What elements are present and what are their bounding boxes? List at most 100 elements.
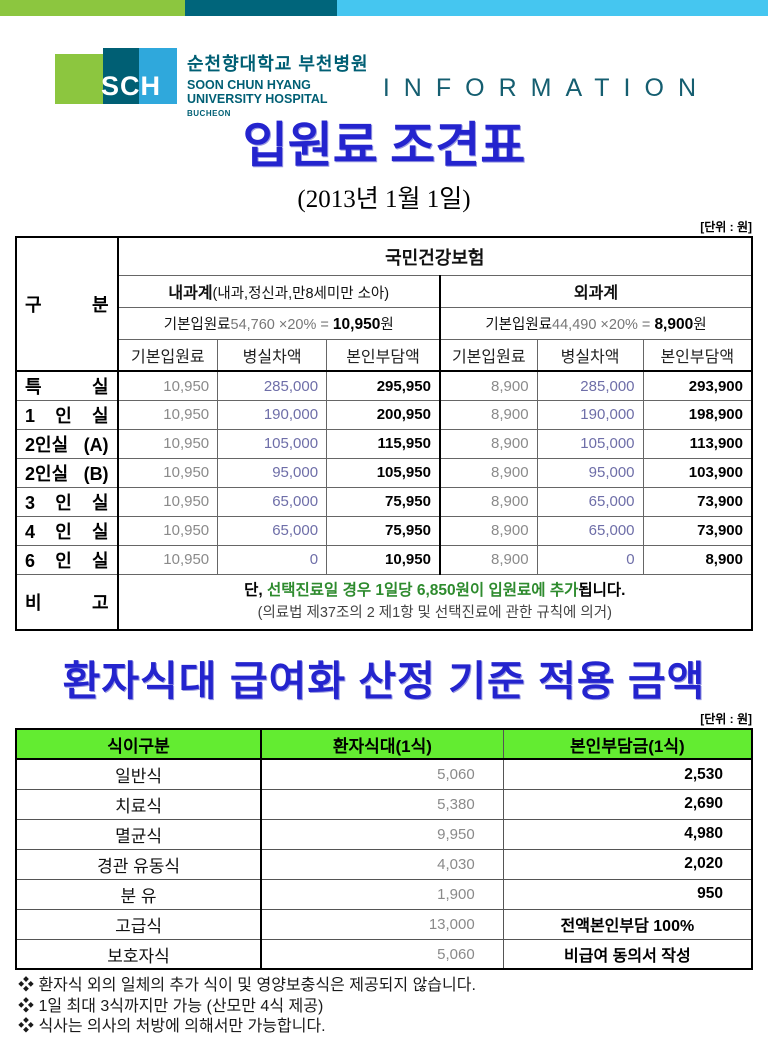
footnotes: ❖ 환자식 외의 일체의 추가 식이 및 영양보충식은 제공되지 않습니다. ❖…: [18, 976, 768, 1037]
cell-meal-fee: 5,060: [260, 758, 504, 790]
table-row: 특 실 10,950 285,000 295,950 8,900 285,000…: [15, 370, 753, 401]
cell-room-diff: 95,000: [217, 457, 328, 488]
cell-self-pay: 73,900: [642, 486, 753, 517]
table-row: 6 인 실 10,950 0 10,950 8,900 0 8,900: [15, 544, 753, 575]
meal-type-label: 멸균식: [15, 818, 262, 850]
table-header-row: 식이구분 환자식대(1식) 본인부담금(1식): [15, 728, 753, 761]
cell-self-pay: 105,950: [326, 457, 441, 488]
cell-room-diff: 95,000: [536, 457, 644, 488]
footnote-item: ❖ 식사는 의사의 처방에 의해서만 가능합니다.: [18, 1018, 326, 1036]
cell-room-diff: 285,000: [536, 370, 644, 401]
cell-self-pay: 8,900: [642, 544, 753, 575]
cell-room-diff: 190,000: [217, 399, 328, 430]
cell-room-diff: 105,000: [536, 428, 644, 459]
cell-base-fee: 10,950: [116, 428, 219, 459]
top-bar-cyan-segment: [337, 0, 768, 16]
cell-meal-self-pay: 전액본인부담 100%: [502, 908, 753, 940]
cell-base-fee: 10,950: [116, 544, 219, 575]
cell-room-diff: 0: [217, 544, 328, 575]
meal-type-label: 보호자식: [15, 938, 262, 970]
cell-meal-fee: 5,060: [260, 938, 504, 970]
cell-self-pay: 73,900: [642, 515, 753, 546]
cell-base-fee: 10,950: [116, 457, 219, 488]
col-header-room-diff: 병실차액: [217, 338, 328, 373]
table-row: 경관 유동식 4,030 2,020: [15, 848, 753, 880]
meal-type-label: 일반식: [15, 758, 262, 790]
room-type-label: 2인실 (B): [15, 457, 119, 488]
cell-room-diff: 190,000: [536, 399, 644, 430]
remark-label: 비 고: [15, 573, 119, 631]
cell-meal-self-pay: 2,020: [502, 848, 753, 880]
hospital-branch: BUCHEON: [187, 108, 231, 118]
table-row: 보호자식 5,060 비급여 동의서 작성: [15, 938, 753, 970]
room-type-label: 4 인 실: [15, 515, 119, 546]
effective-date: (2013년 1월 1일): [297, 186, 471, 214]
meal-type-label: 분 유: [15, 878, 262, 910]
hospital-name-korean: 순천향대학교 부천병원: [187, 54, 369, 74]
room-type-label: 6 인 실: [15, 544, 119, 575]
cell-self-pay: 113,900: [642, 428, 753, 459]
cell-self-pay: 115,950: [326, 428, 441, 459]
cell-base-fee: 10,950: [116, 370, 219, 401]
col-header-meal-fee: 환자식대(1식): [260, 728, 504, 761]
room-type-label: 1 인 실: [15, 399, 119, 430]
cell-self-pay: 293,900: [642, 370, 753, 401]
formula-surgery: 기본입원료44,490 ×20% = 8,900원: [438, 306, 753, 340]
cell-base-fee: 8,900: [438, 457, 538, 488]
room-type-label: 3 인 실: [15, 486, 119, 517]
remark-content: 단, 선택진료일 경우 1일당 6,850원이 입원료에 추가됩니다. (의료법…: [116, 573, 753, 631]
table-row: 기본입원료54,760 ×20% = 10,950원 기본입원료44,490 ×…: [16, 306, 753, 340]
cell-self-pay: 198,900: [642, 399, 753, 430]
cell-room-diff: 65,000: [536, 486, 644, 517]
meal-type-label: 고급식: [15, 908, 262, 940]
meal-type-label: 치료식: [15, 788, 262, 820]
cell-self-pay: 295,950: [326, 370, 441, 401]
cell-meal-self-pay: 2,690: [502, 788, 753, 820]
cell-room-diff: 65,000: [217, 486, 328, 517]
page-header: SCH 순천향대학교 부천병원 SOON CHUN HYANG UNIVERSI…: [0, 16, 768, 118]
room-type-label: 특 실: [15, 370, 119, 401]
hospital-logo: SCH 순천향대학교 부천병원 SOON CHUN HYANG UNIVERSI…: [55, 48, 369, 118]
table-row: 2인실 (A) 10,950 105,000 115,950 8,900 105…: [15, 428, 753, 459]
cell-base-fee: 10,950: [116, 515, 219, 546]
cell-meal-fee: 9,950: [260, 818, 504, 850]
col-header-base-fee: 기본입원료: [116, 338, 219, 373]
cell-meal-self-pay: 4,980: [502, 818, 753, 850]
col-header-meal-self-pay: 본인부담금(1식): [502, 728, 753, 761]
cell-meal-self-pay: 비급여 동의서 작성: [502, 938, 753, 970]
unit-label-1: [단위 : 원]: [700, 220, 752, 235]
col-header-self-pay: 본인부담액: [642, 338, 753, 373]
col-header-room-diff: 병실차액: [536, 338, 644, 373]
remark-line-1: 단, 선택진료일 경우 1일당 6,850원이 입원료에 추가됩니다.: [244, 582, 626, 600]
logo-sch-text: SCH: [101, 71, 162, 101]
table-row: 4 인 실 10,950 65,000 75,950 8,900 65,000 …: [15, 515, 753, 546]
cell-room-diff: 65,000: [536, 515, 644, 546]
cell-self-pay: 103,900: [642, 457, 753, 488]
page-title: 입원료 조견표: [242, 118, 526, 173]
cell-meal-self-pay: 950: [502, 878, 753, 910]
hospital-name-english: SOON CHUN HYANG UNIVERSITY HOSPITAL: [187, 78, 328, 106]
col-header-base-fee: 기본입원료: [438, 338, 538, 373]
cell-base-fee: 8,900: [438, 370, 538, 401]
top-color-bar: [0, 0, 768, 16]
table-row: 1 인 실 10,950 190,000 200,950 8,900 190,0…: [15, 399, 753, 430]
cell-base-fee: 10,950: [116, 486, 219, 517]
insurance-group-header: 국민건강보험: [116, 236, 753, 276]
cell-meal-fee: 13,000: [260, 908, 504, 940]
room-type-label: 2인실 (A): [15, 428, 119, 459]
cell-room-diff: 285,000: [217, 370, 328, 401]
cell-base-fee: 8,900: [438, 515, 538, 546]
table-row: 구 분 국민건강보험: [15, 236, 753, 373]
sch-logo-icon: SCH: [55, 48, 177, 104]
cell-self-pay: 75,950: [326, 486, 441, 517]
col-header-meal-type: 식이구분: [15, 728, 262, 761]
cell-meal-fee: 4,030: [260, 848, 504, 880]
meal-fee-table: 식이구분 환자식대(1식) 본인부담금(1식) 일반식 5,060 2,530 …: [15, 728, 753, 971]
remark-line-2: (의료법 제37조의 2 제1항 및 선택진료에 관한 규칙에 의거): [257, 604, 612, 621]
table-row: 2인실 (B) 10,950 95,000 105,950 8,900 95,0…: [15, 457, 753, 488]
table-row: 비 고 단, 선택진료일 경우 1일당 6,850원이 입원료에 추가됩니다. …: [15, 573, 753, 631]
cell-room-diff: 105,000: [217, 428, 328, 459]
footnote-item: ❖ 환자식 외의 일체의 추가 식이 및 영양보충식은 제공되지 않습니다.: [18, 977, 476, 995]
formula-internal: 기본입원료54,760 ×20% = 10,950원: [116, 306, 441, 340]
information-label: INFORMATION: [382, 74, 710, 102]
